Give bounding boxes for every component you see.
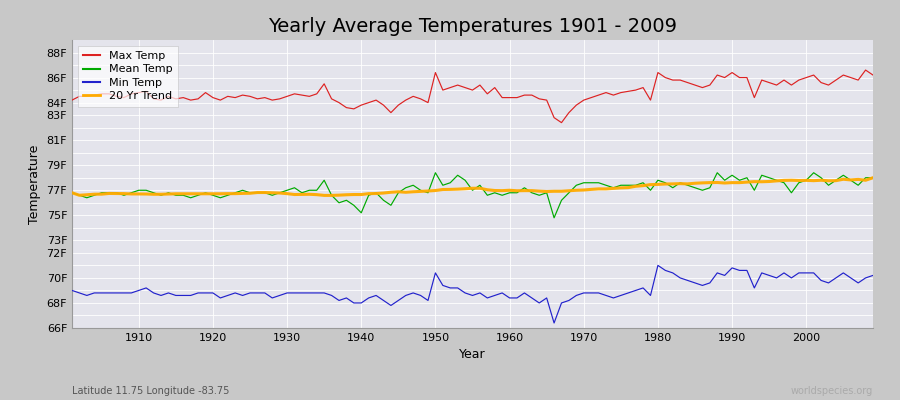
X-axis label: Year: Year bbox=[459, 348, 486, 362]
Text: worldspecies.org: worldspecies.org bbox=[791, 386, 873, 396]
Y-axis label: Temperature: Temperature bbox=[28, 144, 41, 224]
Title: Yearly Average Temperatures 1901 - 2009: Yearly Average Temperatures 1901 - 2009 bbox=[268, 17, 677, 36]
Text: Latitude 11.75 Longitude -83.75: Latitude 11.75 Longitude -83.75 bbox=[72, 386, 230, 396]
Legend: Max Temp, Mean Temp, Min Temp, 20 Yr Trend: Max Temp, Mean Temp, Min Temp, 20 Yr Tre… bbox=[77, 46, 178, 107]
